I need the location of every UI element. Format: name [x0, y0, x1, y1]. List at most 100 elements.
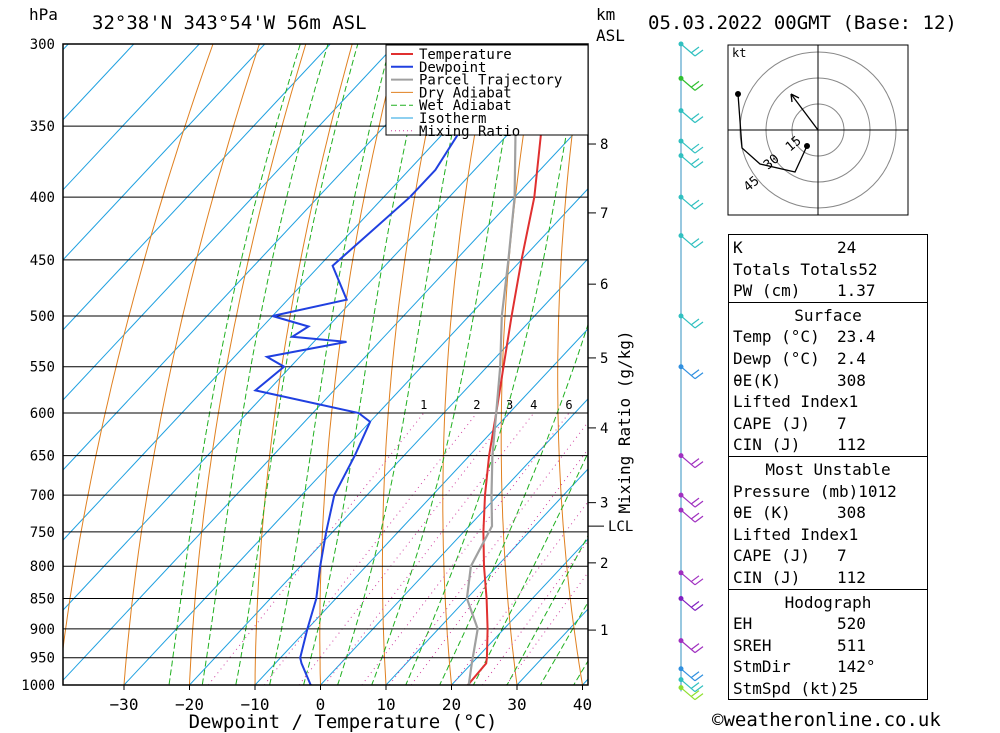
- wind-barb: [680, 43, 704, 57]
- stat-row-k: K 24: [733, 238, 857, 257]
- copyright-footer[interactable]: ©weatheronline.co.uk: [712, 709, 941, 731]
- wet-adiabat-line: [201, 44, 329, 685]
- wind-barb: [680, 315, 704, 329]
- surface-box: Surface Temp (°C) 23.4 Dewp (°C) 2.4 θE(K)…: [728, 301, 928, 456]
- dry-adiabat-line: [666, 0, 720, 711]
- km-tick-label: 8: [600, 137, 608, 153]
- mixing-ratio-axis-label: Mixing Ratio (g/kg): [615, 330, 634, 513]
- plot-frame: [62, 43, 589, 686]
- stat-row-mu-li: Lifted Index 1: [733, 524, 859, 544]
- stats-table: K 24 Totals Totals 52 PW (cm) 1.37 Surface …: [728, 234, 928, 701]
- wind-barb: [680, 455, 704, 469]
- km-tick-label: 4: [600, 421, 608, 437]
- km-tick-label: 1: [600, 623, 608, 639]
- km-tick-label: 3: [600, 496, 608, 512]
- x-tick-label: 20: [442, 695, 461, 714]
- hodograph-box: Hodograph EH 520 SREH 511 StmDir 142° StmSp…: [728, 588, 928, 701]
- pressure-tick-label: 350: [30, 119, 55, 135]
- x-tick-label: 0: [316, 695, 326, 714]
- stat-row-li: Lifted Index 1: [733, 392, 859, 412]
- mixing-ratio-line: [410, 448, 588, 685]
- pressure-tick-label: 300: [30, 37, 55, 53]
- mixing-ratio-label: 25: [698, 398, 712, 412]
- profiles: [253, 44, 543, 685]
- x-tick-label: −20: [175, 695, 204, 714]
- isotherm-line: [63, 44, 70, 51]
- wind-barb: [680, 366, 704, 380]
- stat-row-mu-cape: CAPE (J) 7: [733, 546, 847, 566]
- pressure-tick-label: 800: [30, 559, 55, 575]
- mixing-ratio-label: 8: [591, 398, 598, 412]
- x-tick-label: 30: [507, 695, 526, 714]
- km-tick-label: 7: [600, 206, 608, 222]
- legend-entry: Temperature: [419, 47, 512, 63]
- wind-barb: [680, 668, 704, 682]
- indices-box: K 24 Totals Totals 52 PW (cm) 1.37: [728, 234, 928, 302]
- legend-entry: Dry Adiabat: [419, 85, 512, 101]
- pressure-tick-label: 850: [30, 591, 55, 607]
- most-unstable-title: Most Unstable: [765, 459, 891, 479]
- hodograph-title: Hodograph: [784, 592, 872, 612]
- wet-adiabat-line: [539, 601, 588, 685]
- mixing-ratio-line: [361, 412, 570, 685]
- wet-adiabat-line: [472, 451, 588, 685]
- mixing-ratio-line: [388, 421, 588, 685]
- pressure-tick-label: 500: [30, 309, 55, 325]
- stat-row-stmspd: StmSpd (kt) 25: [733, 678, 859, 698]
- wind-barb: [680, 640, 704, 654]
- pressure-tick-label: 700: [30, 488, 55, 504]
- location-title: 32°38'N 343°54'W 56m ASL: [92, 12, 367, 34]
- mixing-ratio-line: [298, 412, 510, 685]
- pressure-tick-label: 950: [30, 651, 55, 667]
- wind-barb: [680, 77, 704, 91]
- isotherm-line: [63, 44, 266, 261]
- hodograph-end-dot: [735, 91, 741, 97]
- legend-box: [385, 44, 589, 136]
- hodograph-trace: [737, 93, 808, 173]
- stat-row-mu-cin: CIN (J) 112: [733, 567, 866, 587]
- wind-barb: [680, 140, 704, 154]
- mixing-ratio-line: [505, 571, 588, 685]
- wet-adiabat-line: [506, 534, 588, 685]
- x-tick-label: 10: [376, 695, 395, 714]
- most-unstable-box: Most Unstable Pressure (mb) 1012 θE (K) 30…: [728, 455, 928, 589]
- mixing-ratio-line: [481, 540, 588, 685]
- dry-adiabat-line: [63, 44, 214, 653]
- stat-row-dewp: Dewp (°C) 2.4: [733, 348, 866, 368]
- km-tick-label: 5: [600, 351, 608, 367]
- isotherm-line: [450, 538, 588, 685]
- hodograph-start-dot: [804, 143, 810, 149]
- wind-barb: [680, 598, 704, 611]
- pressure-tick-label: 550: [30, 360, 55, 376]
- isotherm-line: [63, 44, 201, 191]
- hodograph-unit: kt: [732, 46, 746, 60]
- series-temperature: [466, 94, 543, 685]
- km-tick-label: 2: [600, 556, 608, 572]
- pressure-tick-label: 600: [30, 406, 55, 422]
- isotherm-line: [385, 468, 588, 685]
- wind-barb: [680, 679, 704, 693]
- stat-row-cape: CAPE (J) 7: [733, 413, 847, 433]
- mixing-ratio-line: [207, 412, 425, 685]
- wind-barb: [680, 572, 704, 586]
- pressure-tick-label: 400: [30, 190, 55, 206]
- wind-profile: [678, 41, 704, 701]
- mixing-ratio-label: 4: [530, 398, 537, 412]
- wind-barb: [680, 235, 704, 249]
- mixing-ratio-label: 6: [565, 398, 572, 412]
- x-tick-label: −10: [241, 695, 270, 714]
- wind-barb: [680, 196, 704, 210]
- wet-adiabat-line: [168, 44, 301, 685]
- stat-row-mu-thetae: θE (K) 308: [733, 503, 866, 523]
- isotherm-line: [63, 117, 588, 681]
- series-dewpoint: [253, 102, 465, 685]
- wind-barb: [680, 509, 704, 523]
- legend-entry: Isotherm: [419, 111, 486, 127]
- legend-entry: Parcel Trajectory: [419, 73, 562, 89]
- datetime-title: 05.03.2022 00GMT (Base: 12): [648, 12, 957, 34]
- stat-row-totals: Totals Totals 52: [733, 259, 878, 279]
- stat-row-thetae: θE(K) 308: [733, 370, 866, 390]
- x-tick-label: −30: [110, 695, 139, 714]
